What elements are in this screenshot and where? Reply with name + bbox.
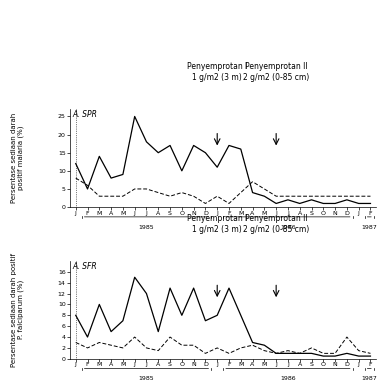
Text: Penyemprotan II
2 g/m2 (0-85 cm): Penyemprotan II 2 g/m2 (0-85 cm) xyxy=(243,62,309,82)
Text: 1987: 1987 xyxy=(361,376,377,381)
Text: Penyemprotan I
1 g/m2 (3 m): Penyemprotan I 1 g/m2 (3 m) xyxy=(187,62,248,82)
Text: 1986: 1986 xyxy=(280,225,296,230)
Text: Persentase sediaan darah positif
P. falciparum (%): Persentase sediaan darah positif P. falc… xyxy=(11,253,24,367)
Text: 1986: 1986 xyxy=(280,376,296,381)
Text: 1985: 1985 xyxy=(139,376,154,381)
Text: A. SPR: A. SPR xyxy=(73,110,98,119)
Text: Persentase sediaan darah
positif malaria (%): Persentase sediaan darah positif malaria… xyxy=(11,113,24,203)
Text: Penyemprotan I
1 g/m2 (3 m): Penyemprotan I 1 g/m2 (3 m) xyxy=(187,214,248,234)
Text: A. SFR: A. SFR xyxy=(73,262,97,271)
Text: 1985: 1985 xyxy=(139,225,154,230)
Text: 1987: 1987 xyxy=(361,225,377,230)
Text: Penyemprotan II
2 g/m2 (0-85 cm): Penyemprotan II 2 g/m2 (0-85 cm) xyxy=(243,214,309,234)
